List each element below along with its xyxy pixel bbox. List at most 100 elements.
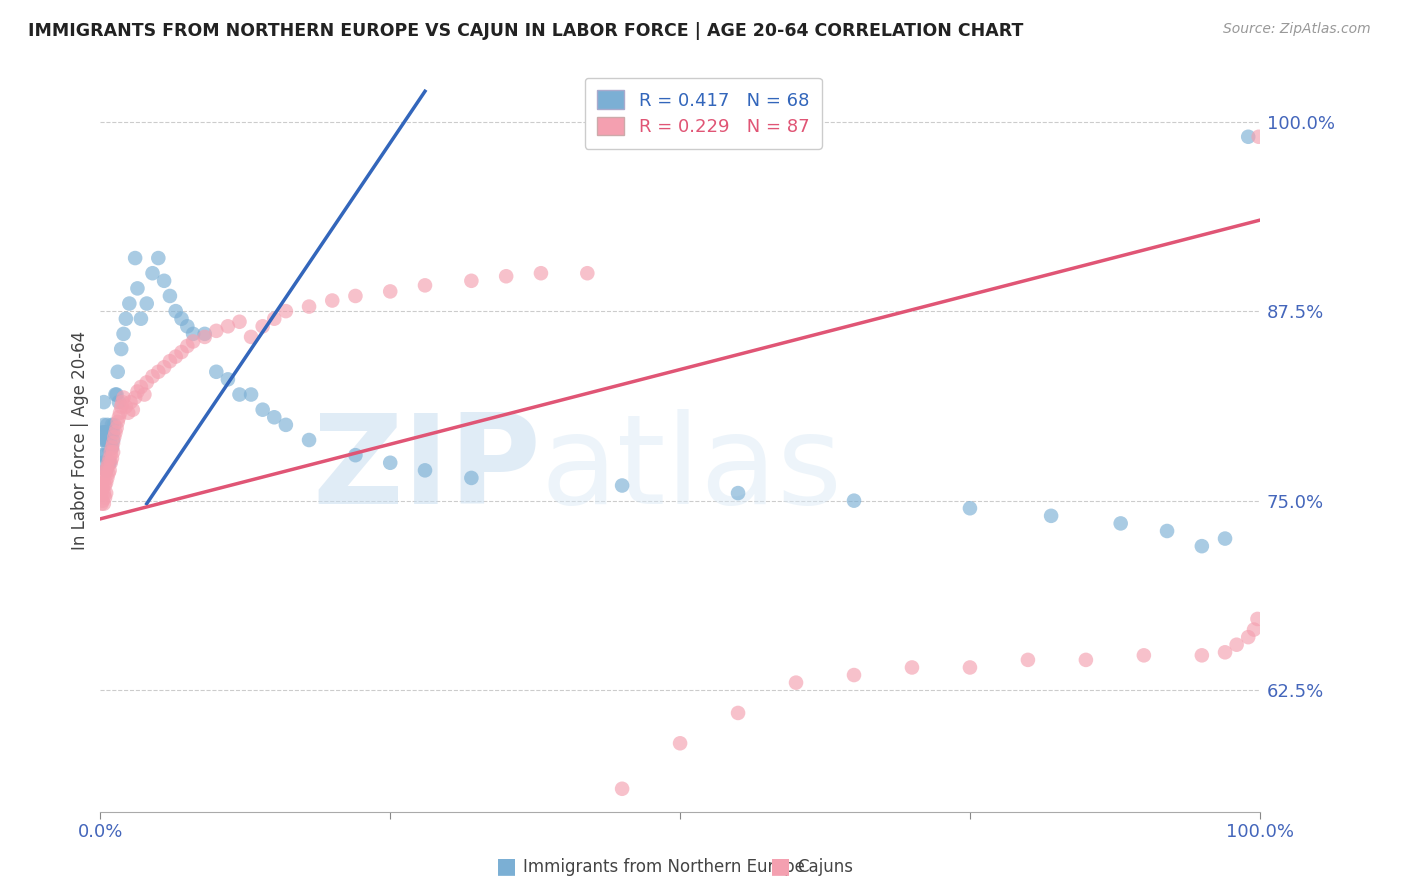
Text: Source: ZipAtlas.com: Source: ZipAtlas.com <box>1223 22 1371 37</box>
Point <box>91 471 114 485</box>
Point <box>165 304 187 318</box>
Point <box>94 463 117 477</box>
Point <box>90 448 112 462</box>
Point <box>1191 648 1213 663</box>
Point <box>240 387 263 401</box>
Point <box>93 417 115 432</box>
Point <box>298 300 321 314</box>
Point <box>108 395 131 409</box>
Point <box>176 339 198 353</box>
Point <box>274 304 297 318</box>
Point <box>959 660 981 674</box>
Text: ■: ■ <box>770 856 790 876</box>
Point <box>107 415 129 429</box>
Point <box>576 266 599 280</box>
Point <box>93 486 115 500</box>
Point <box>105 421 128 435</box>
Point <box>274 417 297 432</box>
Point <box>127 281 149 295</box>
Point <box>159 289 181 303</box>
Point <box>96 460 118 475</box>
Point <box>105 387 128 401</box>
Point <box>112 326 135 341</box>
Point <box>1017 653 1039 667</box>
Point <box>228 315 250 329</box>
Point <box>148 365 170 379</box>
Point <box>165 350 187 364</box>
Point <box>842 493 865 508</box>
Point <box>93 395 115 409</box>
Point <box>170 345 193 359</box>
Point <box>610 478 633 492</box>
Point <box>263 410 285 425</box>
Point <box>141 266 163 280</box>
Point <box>727 706 749 720</box>
Point <box>959 501 981 516</box>
Point <box>129 311 152 326</box>
Point <box>91 433 114 447</box>
Point <box>101 451 124 466</box>
Point <box>252 402 274 417</box>
Point <box>94 433 117 447</box>
Point <box>120 395 142 409</box>
Point <box>108 406 131 420</box>
Point <box>240 330 263 344</box>
Point <box>94 491 117 505</box>
Point <box>108 410 131 425</box>
Point <box>127 384 149 399</box>
Point <box>90 497 112 511</box>
Point <box>153 274 176 288</box>
Point <box>785 675 807 690</box>
Point <box>194 330 217 344</box>
Point <box>94 467 117 481</box>
Point <box>93 425 115 440</box>
Point <box>115 311 138 326</box>
Point <box>1243 623 1265 637</box>
Point <box>460 471 482 485</box>
Point <box>1237 630 1260 644</box>
Point <box>110 400 132 414</box>
Point <box>181 326 204 341</box>
Text: IMMIGRANTS FROM NORTHERN EUROPE VS CAJUN IN LABOR FORCE | AGE 20-64 CORRELATION : IMMIGRANTS FROM NORTHERN EUROPE VS CAJUN… <box>28 22 1024 40</box>
Point <box>90 486 112 500</box>
Point <box>94 475 117 490</box>
Point <box>115 400 138 414</box>
Point <box>1237 129 1260 144</box>
Point <box>135 376 157 390</box>
Point <box>90 478 112 492</box>
Point <box>1213 532 1236 546</box>
Point <box>1226 638 1249 652</box>
Point <box>117 406 139 420</box>
Point <box>135 296 157 310</box>
Point <box>98 451 121 466</box>
Point <box>91 482 114 496</box>
Point <box>118 296 141 310</box>
Point <box>1074 653 1097 667</box>
Point <box>101 425 124 440</box>
Point <box>380 285 402 299</box>
Point <box>93 497 115 511</box>
Point <box>101 441 124 455</box>
Point <box>91 456 114 470</box>
Point <box>111 395 134 409</box>
Point <box>159 354 181 368</box>
Point <box>413 278 436 293</box>
Point <box>530 266 553 280</box>
Point <box>101 436 124 450</box>
Point <box>93 475 115 490</box>
Point <box>112 391 135 405</box>
Point <box>460 274 482 288</box>
Point <box>252 319 274 334</box>
Point <box>901 660 924 674</box>
Point <box>263 311 285 326</box>
Point <box>97 456 120 470</box>
Point <box>228 387 250 401</box>
Point <box>842 668 865 682</box>
Point <box>194 326 217 341</box>
Text: atlas: atlas <box>541 409 844 530</box>
Point <box>97 467 120 481</box>
Point <box>94 478 117 492</box>
Point <box>217 372 239 386</box>
Point <box>380 456 402 470</box>
Point <box>1246 612 1268 626</box>
